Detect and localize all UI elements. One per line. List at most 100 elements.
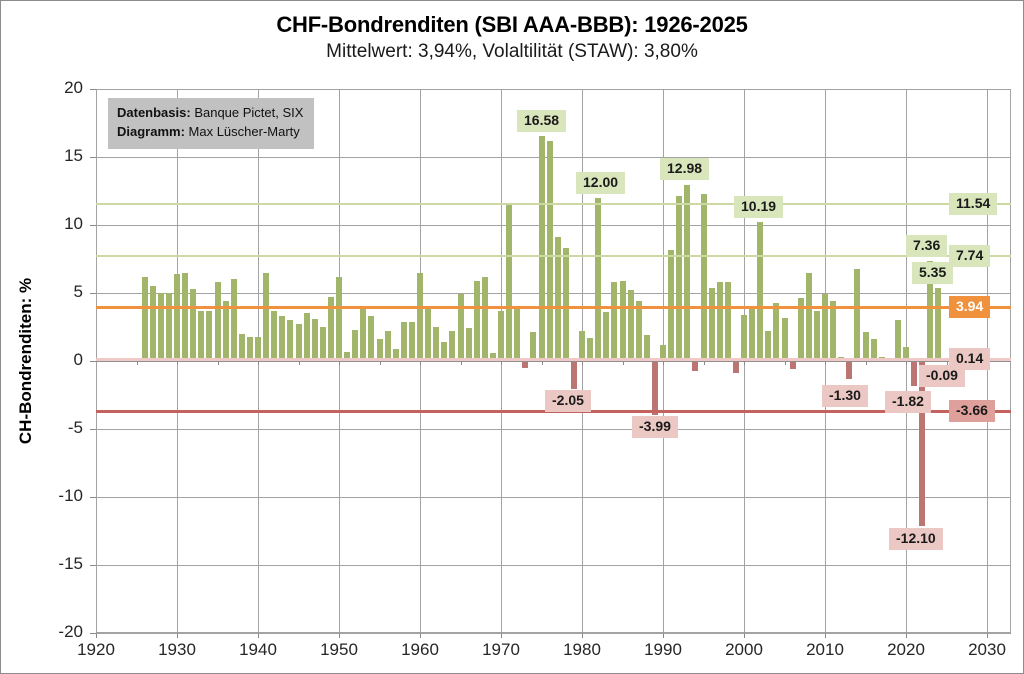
bar-1985 <box>619 280 626 361</box>
bar-2002 <box>757 222 764 361</box>
bar-1970 <box>498 310 504 361</box>
bar-1948 <box>319 327 326 361</box>
zero-axis-tick-1985 <box>623 361 624 365</box>
bar-1931 <box>182 272 189 361</box>
bar-2009 <box>813 310 820 361</box>
bar-2008 <box>805 272 812 361</box>
bar-1972 <box>514 308 521 361</box>
zero-axis-tick-1965 <box>461 361 462 365</box>
gridline-y-5 <box>96 293 1011 294</box>
zero-axis-tick-2005 <box>785 361 786 365</box>
bar-1936 <box>222 301 229 361</box>
zero-axis-tick-1940 <box>258 361 259 365</box>
y-tick-label-5: 5 <box>73 282 83 301</box>
bar-1941 <box>263 272 270 361</box>
datenbasis-value: Banque Pictet, SIX <box>190 105 304 120</box>
value-label-5.35: 5.35 <box>912 262 954 284</box>
bar-1937 <box>230 279 237 361</box>
zero-axis-tick-2000 <box>744 361 745 365</box>
bar-2014 <box>854 268 861 361</box>
bar-1944 <box>287 320 294 361</box>
y-tick-label-10: 10 <box>64 214 83 233</box>
stat-line-label-7.74: 7.74 <box>949 245 991 267</box>
bar-2020 <box>903 347 909 361</box>
bar-1951 <box>344 351 351 361</box>
zero-axis-tick-1950 <box>339 361 340 365</box>
bar-2006 <box>789 361 796 370</box>
bar-1953 <box>360 306 367 361</box>
zero-axis-tick-1925 <box>137 361 138 365</box>
bar-2004 <box>773 302 780 361</box>
bar-2019 <box>894 320 901 361</box>
bar-1997 <box>716 282 723 361</box>
diagram-author-line: Diagramm: Max Lüscher-Marty <box>117 123 303 142</box>
value-label-16.58: 16.58 <box>517 110 567 132</box>
bar-2010 <box>822 294 828 361</box>
x-axis-tick-2020 <box>906 633 907 638</box>
bar-1927 <box>149 286 156 361</box>
y-tick-label-0: 0 <box>73 350 83 369</box>
zero-axis-tick-2020 <box>906 361 907 365</box>
bar-1940 <box>255 336 261 361</box>
chart-title: CHF-Bondrenditen (SBI AAA-BBB): 1926-202… <box>276 12 748 37</box>
value-label--1.82: -1.82 <box>885 391 931 413</box>
bar-1935 <box>214 282 221 361</box>
bar-1966 <box>465 328 472 361</box>
zero-axis-tick-1955 <box>380 361 381 365</box>
bar-1984 <box>611 282 618 361</box>
x-tick-label-2010: 2010 <box>806 640 844 659</box>
bar-2024 <box>935 288 942 361</box>
x-tick-label-2030: 2030 <box>968 640 1006 659</box>
stat-line-label-11.54: 11.54 <box>949 193 998 215</box>
gridline-y--10 <box>96 497 1011 498</box>
y-tick-label--15: -15 <box>58 554 83 573</box>
bar-1949 <box>327 297 334 361</box>
bar-1988 <box>643 335 650 361</box>
bar-1991 <box>668 249 675 361</box>
x-axis-tick-2010 <box>825 633 826 638</box>
bar-1986 <box>627 290 634 361</box>
bar-1942 <box>271 310 278 361</box>
bar-1945 <box>295 324 302 361</box>
x-tick-label-1920: 1920 <box>77 640 115 659</box>
x-axis-tick-1990 <box>663 633 664 638</box>
bar-1976 <box>546 140 553 361</box>
bar-1939 <box>246 336 253 361</box>
value-label-7.36: 7.36 <box>906 235 948 257</box>
x-axis-tick-1920 <box>96 633 97 638</box>
zero-axis-tick-1930 <box>177 361 178 365</box>
gridline-y-20 <box>96 89 1011 90</box>
bar-2007 <box>797 298 804 361</box>
bar-1960 <box>417 272 423 361</box>
bar-1974 <box>530 332 537 361</box>
bar-1946 <box>303 313 310 361</box>
bar-1987 <box>635 301 642 361</box>
y-axis-tick-20 <box>90 89 96 90</box>
bar-1932 <box>190 288 197 361</box>
bar-1934 <box>206 310 213 361</box>
bar-1979 <box>570 361 577 389</box>
y-axis-tick--15 <box>90 565 96 566</box>
diagramm-label: Diagramm: <box>117 123 185 139</box>
bar-1957 <box>392 348 399 361</box>
bar-1938 <box>238 333 245 361</box>
bar-1962 <box>433 327 440 361</box>
zero-axis-tick-1980 <box>582 361 583 365</box>
y-axis-tick--10 <box>90 497 96 498</box>
stat-line-0.14 <box>96 358 1011 362</box>
bar-1930 <box>174 274 180 361</box>
stat-line-label-3.94: 3.94 <box>949 296 991 318</box>
bar-1992 <box>676 196 683 361</box>
zero-axis-tick-2025 <box>947 361 948 365</box>
chart-subtitle: Mittelwert: 3,94%, Volaltilität (STAW): … <box>326 41 698 62</box>
bar-1958 <box>400 321 407 361</box>
bar-1928 <box>157 293 164 361</box>
x-tick-label-1990: 1990 <box>644 640 682 659</box>
bar-1975 <box>538 135 545 361</box>
bar-1969 <box>489 352 496 361</box>
x-tick-label-1960: 1960 <box>401 640 439 659</box>
stat-line-11.54 <box>96 203 1011 206</box>
value-label--1.30: -1.30 <box>822 385 868 407</box>
y-axis-tick--20 <box>90 633 96 634</box>
